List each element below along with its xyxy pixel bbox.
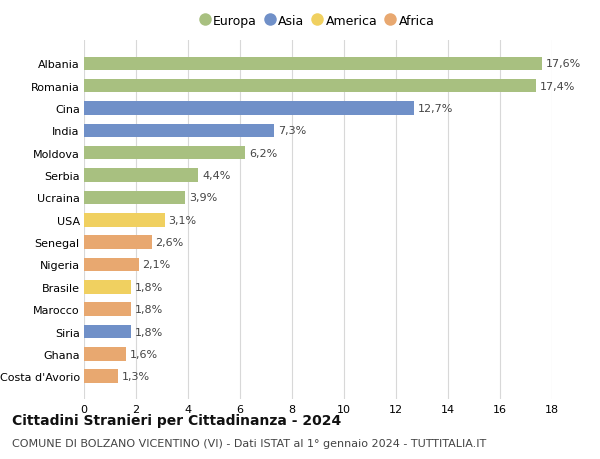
- Text: 1,8%: 1,8%: [135, 327, 163, 337]
- Bar: [84, 236, 152, 249]
- Text: 1,3%: 1,3%: [122, 371, 150, 381]
- Bar: [84, 102, 414, 116]
- Bar: [84, 213, 164, 227]
- Bar: [84, 169, 199, 182]
- Bar: [84, 57, 542, 71]
- Text: 6,2%: 6,2%: [249, 148, 277, 158]
- Text: 3,1%: 3,1%: [169, 215, 197, 225]
- Text: 1,8%: 1,8%: [135, 304, 163, 314]
- Bar: [84, 325, 131, 338]
- Bar: [84, 347, 125, 361]
- Text: 2,6%: 2,6%: [155, 238, 184, 247]
- Text: Cittadini Stranieri per Cittadinanza - 2024: Cittadini Stranieri per Cittadinanza - 2…: [12, 413, 341, 427]
- Legend: Europa, Asia, America, Africa: Europa, Asia, America, Africa: [198, 11, 438, 32]
- Text: 12,7%: 12,7%: [418, 104, 454, 114]
- Text: COMUNE DI BOLZANO VICENTINO (VI) - Dati ISTAT al 1° gennaio 2024 - TUTTITALIA.IT: COMUNE DI BOLZANO VICENTINO (VI) - Dati …: [12, 438, 486, 448]
- Bar: [84, 147, 245, 160]
- Text: 2,1%: 2,1%: [143, 260, 171, 270]
- Bar: [84, 191, 185, 205]
- Bar: [84, 303, 131, 316]
- Text: 1,6%: 1,6%: [130, 349, 158, 359]
- Text: 7,3%: 7,3%: [278, 126, 306, 136]
- Text: 3,9%: 3,9%: [190, 193, 218, 203]
- Text: 1,8%: 1,8%: [135, 282, 163, 292]
- Bar: [84, 258, 139, 272]
- Bar: [84, 369, 118, 383]
- Bar: [84, 124, 274, 138]
- Text: 17,4%: 17,4%: [540, 82, 575, 91]
- Bar: [84, 80, 536, 93]
- Text: 4,4%: 4,4%: [202, 171, 230, 181]
- Bar: [84, 280, 131, 294]
- Text: 17,6%: 17,6%: [545, 59, 581, 69]
